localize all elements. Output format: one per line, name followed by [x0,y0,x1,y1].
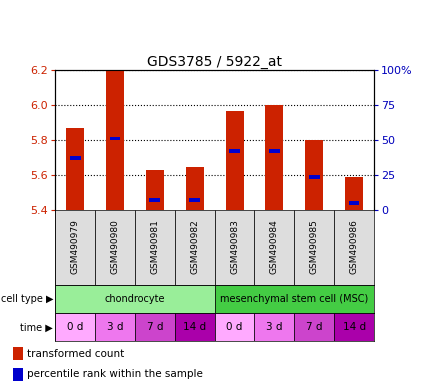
Bar [255,210,294,285]
Bar [345,177,363,210]
Bar [215,285,374,313]
Text: chondrocyte: chondrocyte [105,294,165,304]
Title: GDS3785 / 5922_at: GDS3785 / 5922_at [147,55,282,69]
Text: 7 d: 7 d [306,322,323,332]
Bar [146,170,164,210]
Text: 3 d: 3 d [107,322,123,332]
Bar [95,210,135,285]
Bar [13,369,23,381]
Text: percentile rank within the sample: percentile rank within the sample [27,369,203,379]
Bar [269,149,280,153]
Text: GSM490983: GSM490983 [230,219,239,274]
Text: GSM490984: GSM490984 [270,219,279,274]
Text: 14 d: 14 d [183,322,206,332]
Bar [150,198,160,202]
Text: GSM490986: GSM490986 [350,219,359,274]
Bar [294,210,334,285]
Bar [255,313,294,341]
Bar [175,313,215,341]
Bar [110,137,120,141]
Bar [266,105,283,210]
Text: 7 d: 7 d [147,322,163,332]
Bar [55,210,95,285]
Text: GSM490979: GSM490979 [71,219,79,274]
Bar [70,156,81,160]
Bar [175,210,215,285]
Bar [215,210,255,285]
Text: 3 d: 3 d [266,322,283,332]
Text: 14 d: 14 d [343,322,366,332]
Text: mesenchymal stem cell (MSC): mesenchymal stem cell (MSC) [220,294,368,304]
Bar [95,313,135,341]
Text: GSM490980: GSM490980 [110,219,119,274]
Bar [135,313,175,341]
Bar [215,313,255,341]
Bar [309,175,320,179]
Bar [229,149,240,153]
Bar [13,347,23,360]
Bar [189,198,200,202]
Bar [135,210,175,285]
Bar [305,140,323,210]
Text: 0 d: 0 d [67,322,83,332]
Bar [226,111,244,210]
Text: 0 d: 0 d [227,322,243,332]
Text: time ▶: time ▶ [20,322,53,332]
Text: GSM490982: GSM490982 [190,219,199,274]
Bar [334,210,374,285]
Bar [294,313,334,341]
Bar [55,285,215,313]
Bar [186,167,204,210]
Text: transformed count: transformed count [27,349,125,359]
Text: GSM490981: GSM490981 [150,219,159,274]
Bar [66,128,84,210]
Bar [55,313,95,341]
Bar [334,313,374,341]
Bar [348,201,360,205]
Bar [106,70,124,210]
Text: GSM490985: GSM490985 [310,219,319,274]
Text: cell type ▶: cell type ▶ [0,294,53,304]
